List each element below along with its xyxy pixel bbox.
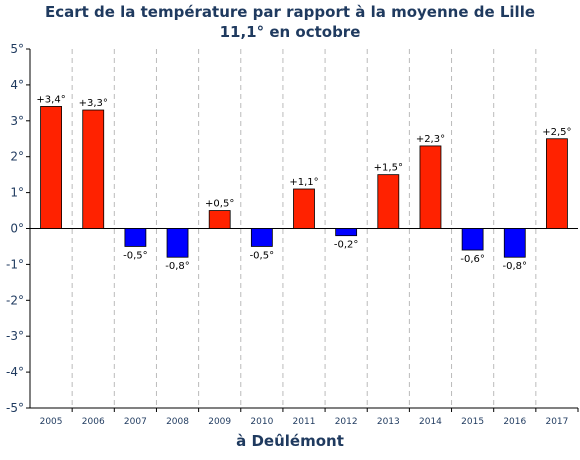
y-tick-label: -5° (6, 401, 24, 415)
bar (377, 174, 400, 229)
x-tick-label: 2014 (419, 417, 442, 427)
chart-title: Ecart de la température par rapport à la… (0, 2, 580, 42)
bar (40, 106, 62, 229)
data-label: -0,8° (503, 261, 528, 272)
x-tick-label: 2009 (208, 417, 231, 427)
y-tick-label: 5° (10, 42, 24, 56)
x-tick-label: 2010 (250, 417, 273, 427)
x-tick-label: 2005 (40, 417, 63, 427)
data-label: -0,6° (460, 254, 485, 265)
bar (503, 228, 526, 258)
bar (124, 228, 147, 247)
data-label: +0,5° (205, 199, 234, 210)
data-label: -0,8° (165, 261, 190, 272)
bar (461, 228, 484, 251)
data-label: -0,2° (334, 240, 359, 251)
data-label: -0,5° (123, 250, 148, 261)
data-label: +2,3° (416, 134, 445, 145)
chart-subtitle-line: 11,1° en octobre (219, 23, 361, 41)
bar (546, 138, 568, 229)
chart-title-line: Ecart de la température par rapport à la… (44, 3, 536, 21)
x-tick-label: 2012 (335, 417, 358, 427)
y-tick-label: -1° (6, 257, 24, 271)
data-label: +2,5° (542, 127, 571, 138)
bar (208, 210, 231, 229)
x-tick-label: 2016 (503, 417, 526, 427)
data-label: +1,5° (374, 163, 403, 174)
x-tick-label: 2006 (82, 417, 105, 427)
data-label: -0,5° (250, 250, 275, 261)
y-tick-label: 0° (10, 222, 24, 236)
data-label: +1,1° (289, 177, 318, 188)
bar (419, 145, 442, 229)
bar (166, 228, 189, 258)
x-axis-caption: à Deûlémont (236, 432, 344, 450)
y-tick-label: -4° (6, 365, 24, 379)
x-tick-label: 2008 (166, 417, 189, 427)
data-label: +3,3° (79, 98, 108, 109)
x-tick-label: 2017 (545, 417, 568, 427)
y-tick-label: -3° (6, 329, 24, 343)
x-tick-label: 2007 (124, 417, 147, 427)
y-tick-label: 4° (10, 78, 24, 92)
bar (82, 109, 105, 229)
y-tick-label: -2° (6, 293, 24, 307)
bar (250, 228, 273, 247)
y-tick-label: 3° (10, 114, 24, 128)
y-tick-label: 1° (10, 186, 24, 200)
bar (335, 228, 358, 237)
x-tick-label: 2011 (293, 417, 316, 427)
x-tick-label: 2015 (461, 417, 484, 427)
y-tick-label: 2° (10, 150, 24, 164)
data-label: +3,4° (36, 94, 65, 105)
bar (293, 188, 315, 229)
x-tick-label: 2013 (377, 417, 400, 427)
